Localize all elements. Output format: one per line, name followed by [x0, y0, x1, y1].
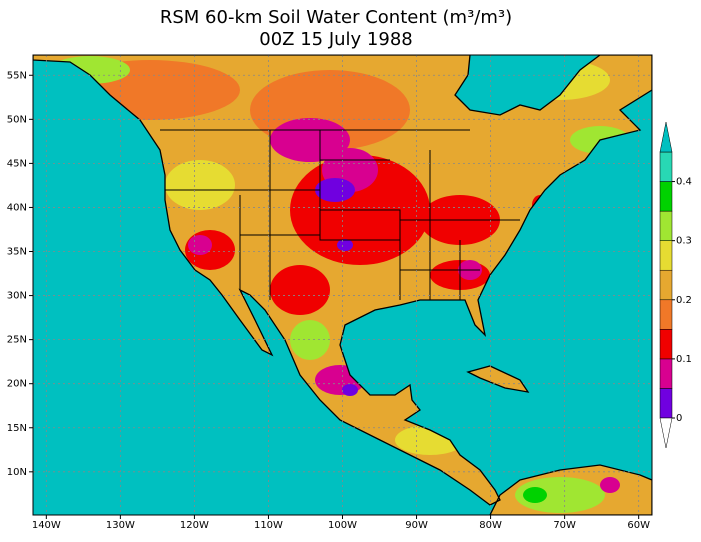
- x-tick-label: 130W: [106, 520, 135, 531]
- y-tick-label: 45N: [7, 158, 27, 169]
- x-tick-label: 60W: [627, 520, 650, 531]
- colorbar-label: 0.2: [676, 295, 692, 306]
- patch: [342, 384, 358, 396]
- colorbar-segment: [659, 181, 673, 212]
- map-subtitle: 00Z 15 July 1988: [259, 29, 412, 50]
- colorbar-segment: [659, 388, 673, 419]
- y-tick-label: 35N: [7, 247, 27, 258]
- colorbar-label: 0.3: [676, 236, 692, 247]
- y-tick-label: 55N: [7, 70, 27, 81]
- patch: [515, 477, 605, 513]
- patch: [337, 239, 353, 251]
- colorbar-label: 0: [676, 413, 682, 424]
- map-frame: [32, 54, 653, 516]
- colorbar-label: 0.1: [676, 354, 692, 365]
- x-tick-label: 80W: [479, 520, 502, 531]
- patch: [270, 118, 350, 162]
- colorbar-label: 0.4: [676, 177, 692, 188]
- y-tick-label: 50N: [7, 114, 27, 125]
- patch: [315, 178, 355, 202]
- x-tick-label: 120W: [180, 520, 209, 531]
- patch: [270, 265, 330, 315]
- y-tick-label: 40N: [7, 202, 27, 213]
- colorbar-segment: [659, 358, 673, 389]
- colorbar: 0 0.1 0.2 0.3 0.4: [659, 121, 692, 449]
- x-tick-label: 140W: [32, 520, 61, 531]
- x-tick-label: 90W: [405, 520, 428, 531]
- colorbar-segment: [659, 269, 673, 301]
- colorbar-segment: [659, 329, 673, 360]
- grid: [29, 55, 652, 519]
- patch: [523, 487, 547, 503]
- patch: [600, 477, 620, 493]
- y-tick-label: 10N: [7, 467, 27, 478]
- patch: [165, 160, 235, 210]
- colorbar-segment: [659, 299, 673, 330]
- x-tick-label: 110W: [254, 520, 283, 531]
- colorbar-segment: [659, 240, 673, 271]
- patch: [188, 235, 212, 255]
- map-title: RSM 60-km Soil Water Content (m³/m³): [160, 7, 512, 28]
- y-tick-label: 20N: [7, 379, 27, 390]
- y-tick-label: 30N: [7, 291, 27, 302]
- colorbar-over: [659, 121, 673, 153]
- borders: [160, 129, 520, 300]
- y-tick-label: 25N: [7, 335, 27, 346]
- x-tick-label: 100W: [328, 520, 357, 531]
- y-tick-label: 15N: [7, 423, 27, 434]
- x-tick-label: 70W: [553, 520, 576, 531]
- colorbar-segment: [659, 210, 673, 241]
- colorbar-under: [659, 417, 673, 449]
- colorbar-segment: [659, 151, 673, 182]
